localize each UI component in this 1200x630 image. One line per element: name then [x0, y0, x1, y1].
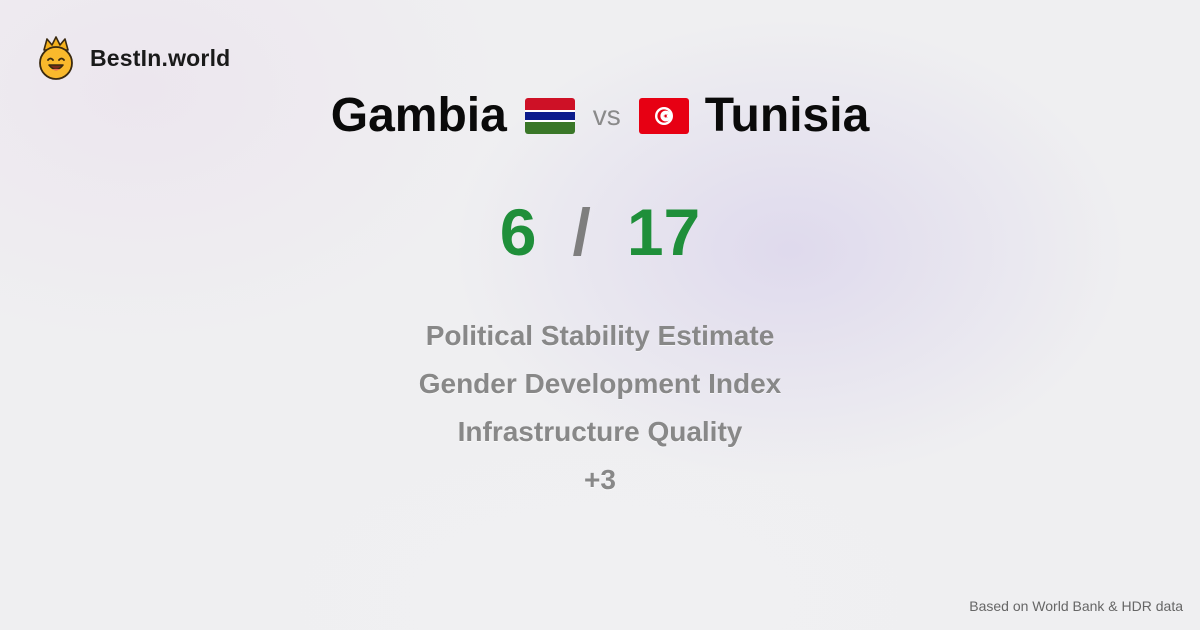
vs-label: vs [592, 100, 621, 131]
gambia-flag-icon [524, 98, 575, 134]
metric-item: Infrastructure Quality [457, 416, 743, 447]
left-score: 6 [499, 195, 537, 269]
score-separator: / [572, 195, 591, 269]
comparison-title: Gambia vs Tunisia [0, 86, 1200, 146]
more-metrics-count: +3 [584, 464, 616, 495]
left-country-name: Gambia [330, 89, 507, 142]
score: 6 / 17 [0, 192, 1200, 272]
tunisia-flag-icon [638, 98, 689, 134]
brand[interactable]: BestIn.world [38, 36, 230, 80]
metrics-list: Political Stability Estimate Gender Deve… [0, 312, 1200, 504]
brand-name: BestIn.world [90, 44, 231, 71]
right-score: 17 [626, 195, 701, 269]
metric-item: Political Stability Estimate [425, 320, 775, 351]
right-country-name: Tunisia [704, 89, 870, 142]
metric-item: Gender Development Index [418, 368, 782, 399]
data-source-note: Based on World Bank & HDR data [969, 598, 1183, 614]
crown-smiley-icon [39, 36, 73, 80]
